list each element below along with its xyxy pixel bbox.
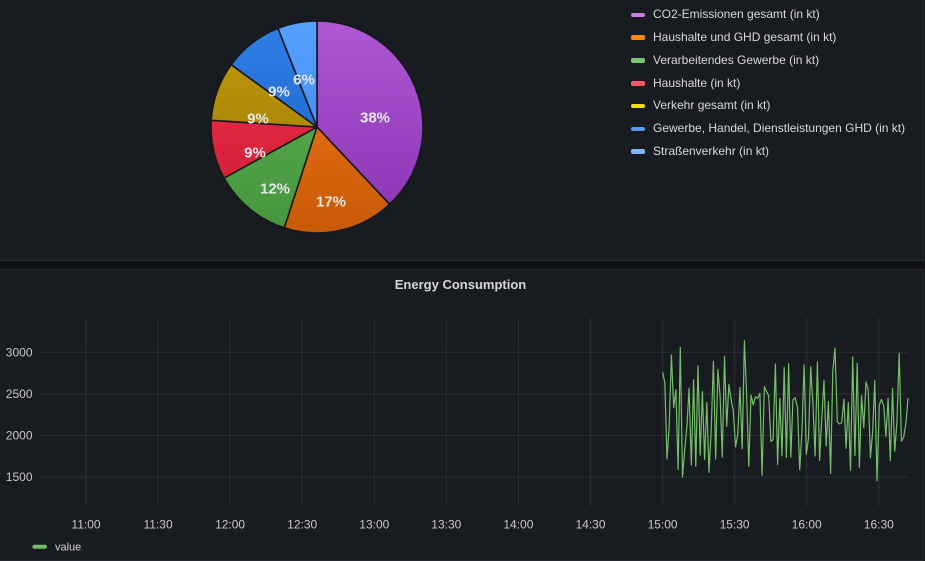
svg-text:12:30: 12:30 — [287, 518, 317, 532]
svg-text:3000: 3000 — [6, 345, 33, 359]
svg-text:11:00: 11:00 — [71, 518, 100, 532]
svg-text:13:30: 13:30 — [431, 518, 461, 532]
svg-text:13:00: 13:00 — [359, 518, 389, 532]
svg-text:9%: 9% — [247, 111, 269, 128]
svg-text:9%: 9% — [244, 145, 266, 162]
svg-text:17%: 17% — [316, 194, 346, 211]
svg-text:15:30: 15:30 — [720, 518, 750, 532]
svg-text:14:00: 14:00 — [503, 518, 533, 532]
svg-text:value: value — [55, 542, 81, 554]
svg-text:2500: 2500 — [6, 387, 33, 401]
svg-text:12%: 12% — [260, 181, 290, 198]
svg-text:11:30: 11:30 — [144, 518, 173, 532]
svg-text:6%: 6% — [293, 72, 315, 89]
svg-text:9%: 9% — [268, 84, 290, 101]
svg-text:16:00: 16:00 — [792, 518, 822, 532]
svg-text:12:00: 12:00 — [215, 518, 245, 532]
svg-text:2000: 2000 — [6, 429, 33, 443]
svg-text:38%: 38% — [360, 110, 390, 127]
svg-text:16:30: 16:30 — [864, 518, 894, 532]
svg-text:1500: 1500 — [6, 470, 33, 484]
svg-text:15:00: 15:00 — [648, 518, 678, 532]
svg-text:14:30: 14:30 — [575, 518, 605, 532]
